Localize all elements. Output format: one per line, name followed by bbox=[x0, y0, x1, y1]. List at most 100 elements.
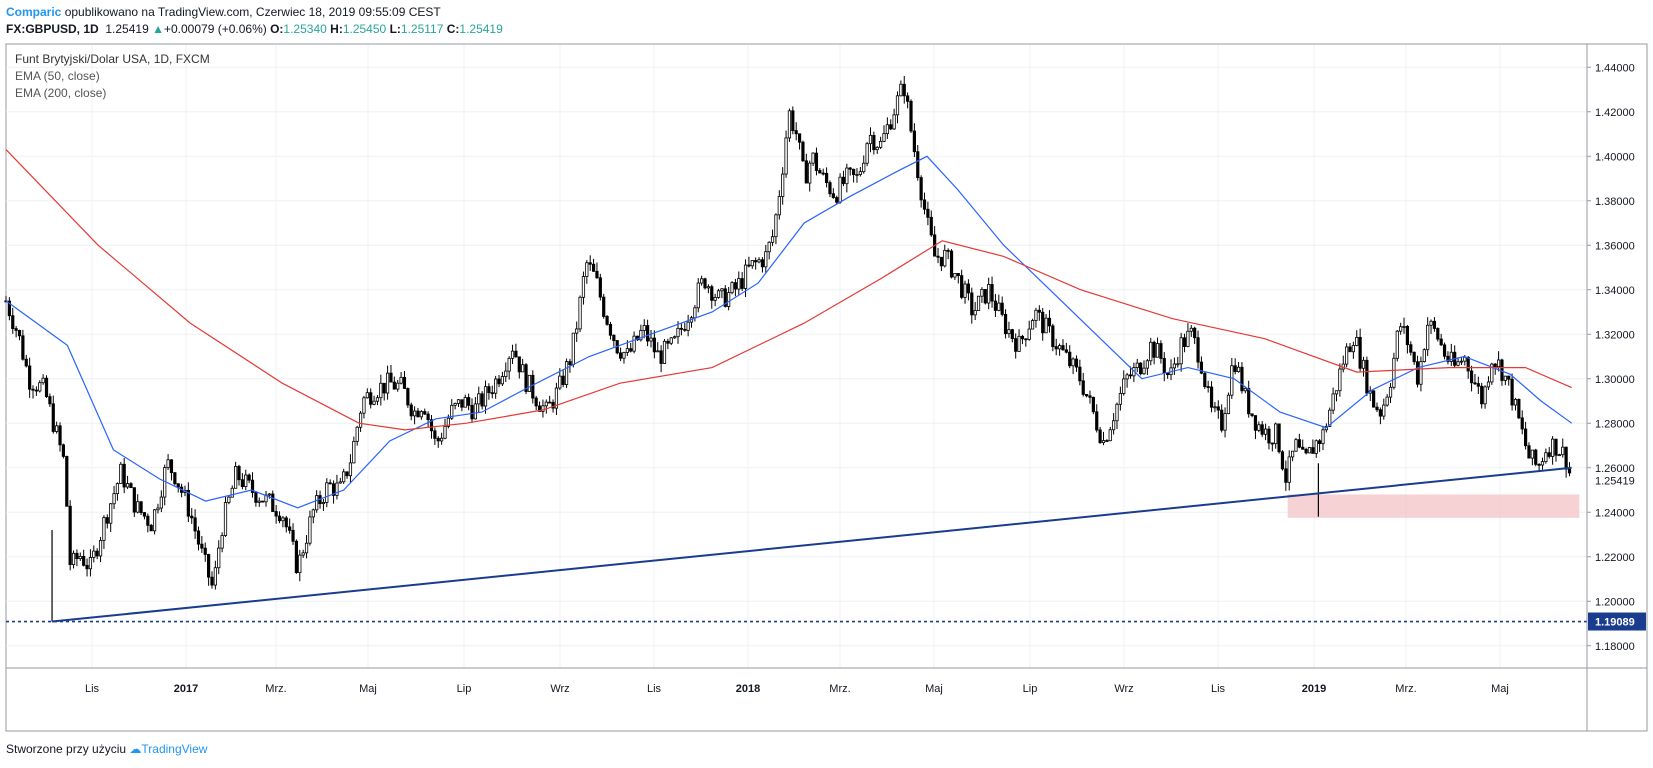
support-zone-rect bbox=[1287, 494, 1580, 518]
candle-body bbox=[362, 397, 366, 414]
candle-body bbox=[683, 328, 687, 331]
candle-body bbox=[909, 100, 913, 132]
candle-body bbox=[426, 413, 430, 421]
drawings bbox=[6, 466, 1587, 623]
candle-body bbox=[1372, 390, 1376, 408]
price-chart[interactable]: 1.18000 1.20000 1.22000 1.24000 1.26000 1.280… bbox=[0, 40, 1653, 740]
candle-body bbox=[855, 174, 859, 176]
time-axis[interactable]: Lis 2017 Mrz. Maj Lip Wrz Lis 2018 Mrz. Maj Lip Wrz… bbox=[6, 667, 1647, 695]
candle-body bbox=[237, 466, 241, 481]
candle-body bbox=[679, 327, 683, 330]
candle-body bbox=[169, 459, 174, 474]
tradingview-logo-icon[interactable]: ☁ bbox=[129, 742, 142, 756]
candle-body bbox=[814, 152, 819, 171]
candle-body bbox=[936, 255, 940, 258]
candle-body bbox=[895, 95, 900, 116]
candle-body bbox=[852, 168, 856, 176]
candle-body bbox=[365, 392, 369, 399]
candle-body bbox=[254, 492, 258, 503]
candle-body bbox=[1564, 446, 1568, 470]
candle-body bbox=[1486, 381, 1491, 388]
candle-body bbox=[517, 356, 521, 373]
candle-body bbox=[588, 262, 592, 265]
candle-body bbox=[571, 332, 575, 365]
price-axis[interactable]: 1.18000 1.20000 1.22000 1.24000 1.26000 1.280… bbox=[1586, 44, 1646, 731]
candle-body bbox=[696, 282, 700, 309]
candle-body bbox=[372, 400, 376, 405]
candle-body bbox=[1064, 349, 1068, 353]
candle-body bbox=[1203, 372, 1207, 387]
y-tick-label: 1.28000 bbox=[1595, 418, 1635, 430]
candle-body bbox=[781, 173, 785, 197]
candle-body bbox=[146, 515, 150, 526]
x-tick-label: 2018 bbox=[736, 683, 760, 695]
candle-body bbox=[1088, 395, 1092, 398]
ema200-line bbox=[5, 149, 1572, 431]
candle-body bbox=[1125, 374, 1129, 380]
candle-body bbox=[956, 272, 960, 276]
brand-link[interactable]: Comparic bbox=[6, 5, 62, 19]
candle-body bbox=[122, 463, 126, 488]
candle-body bbox=[355, 426, 359, 442]
candle-body bbox=[1442, 344, 1447, 357]
candle-body bbox=[1226, 394, 1231, 414]
candle-body bbox=[1513, 398, 1518, 406]
candle-body bbox=[1267, 428, 1271, 444]
candle-body bbox=[1358, 336, 1362, 369]
candle-body bbox=[639, 330, 643, 341]
y-tick-label: 1.18000 bbox=[1595, 641, 1635, 653]
candle-body bbox=[440, 437, 444, 442]
candle-body bbox=[858, 171, 862, 175]
candle-body bbox=[1382, 404, 1386, 417]
candle-body bbox=[1074, 358, 1079, 368]
candle-body bbox=[554, 387, 559, 409]
candle-body bbox=[818, 170, 822, 174]
candle-body bbox=[483, 386, 488, 407]
candle-body bbox=[460, 399, 464, 408]
candle-body bbox=[801, 141, 805, 162]
candle-body bbox=[1567, 468, 1572, 474]
candle-body bbox=[730, 282, 734, 294]
candle-body bbox=[11, 315, 15, 330]
y-tick-label: 1.32000 bbox=[1595, 329, 1635, 341]
candle-body bbox=[1463, 356, 1467, 362]
x-tick-label: Lis bbox=[85, 683, 100, 695]
candle-body bbox=[1534, 449, 1538, 465]
x-tick-label: 2017 bbox=[174, 683, 198, 695]
y-tick-label: 1.24000 bbox=[1595, 507, 1635, 519]
candle-body bbox=[1318, 440, 1322, 444]
candle-body bbox=[1061, 345, 1065, 351]
legend-ema50[interactable]: EMA (50, close) bbox=[15, 69, 100, 83]
candle-body bbox=[750, 260, 754, 267]
candle-body bbox=[298, 554, 302, 574]
candle-body bbox=[308, 516, 312, 544]
candle-body bbox=[1527, 445, 1531, 459]
candle-body bbox=[605, 316, 609, 325]
candle-body bbox=[1054, 346, 1058, 350]
x-tick-label: Maj bbox=[1491, 683, 1509, 695]
tradingview-link[interactable]: TradingView bbox=[141, 742, 208, 756]
candle-body bbox=[490, 392, 494, 395]
candle-body bbox=[882, 133, 886, 142]
candle-body bbox=[1236, 366, 1241, 372]
candle-body bbox=[196, 530, 201, 545]
candle-body bbox=[375, 397, 380, 402]
candle-body bbox=[78, 555, 82, 560]
publish-info: opublikowano na TradingView.com, Czerwie… bbox=[64, 5, 441, 19]
x-tick-label: Mrz. bbox=[829, 683, 850, 695]
candle-body bbox=[1051, 325, 1055, 348]
candle-body bbox=[524, 364, 528, 392]
candle-body bbox=[1243, 388, 1247, 392]
candle-body bbox=[1378, 409, 1382, 417]
candle-body bbox=[389, 372, 393, 383]
y-tick-label: 1.30000 bbox=[1595, 374, 1635, 386]
candle-body bbox=[406, 388, 410, 406]
candle-body bbox=[1081, 380, 1085, 395]
candle-body bbox=[149, 524, 153, 532]
candle-body bbox=[797, 133, 802, 143]
candle-body bbox=[142, 512, 147, 517]
candle-body bbox=[1287, 456, 1291, 483]
legend-ema200[interactable]: EMA (200, close) bbox=[15, 86, 107, 100]
candle-body bbox=[598, 277, 602, 298]
support-level-label: 1.19089 bbox=[1595, 617, 1635, 629]
